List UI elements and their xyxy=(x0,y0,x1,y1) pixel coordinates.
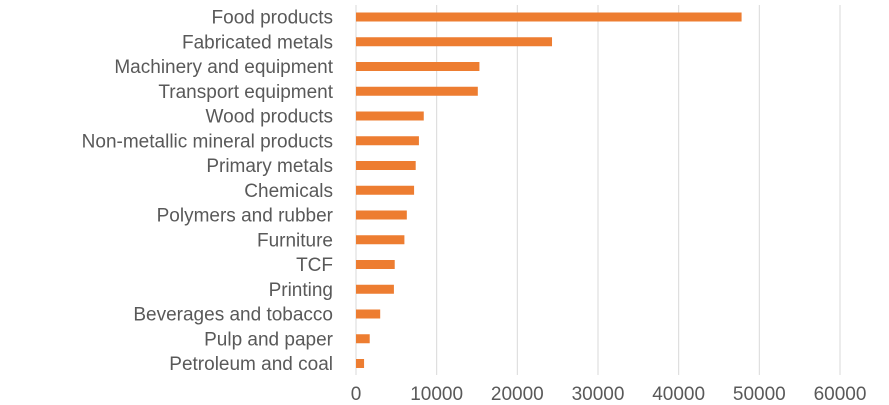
category-label: Chemicals xyxy=(244,181,333,202)
category-label: Food products xyxy=(212,8,333,29)
category-label: Transport equipment xyxy=(158,82,333,103)
bar xyxy=(356,284,394,294)
bar xyxy=(356,235,405,245)
bar xyxy=(356,136,419,146)
x-axis-tick-labels: 0 10000 20000 30000 40000 50000 60000 xyxy=(351,384,867,405)
bars xyxy=(356,12,742,368)
category-label: Printing xyxy=(269,280,333,301)
x-tick-label: 30000 xyxy=(572,384,625,405)
bar xyxy=(356,37,553,47)
bar xyxy=(356,210,407,220)
category-label: TCF xyxy=(296,255,333,276)
bar xyxy=(356,12,742,22)
bar xyxy=(356,260,395,269)
category-label: Beverages and tobacco xyxy=(133,305,333,326)
bar xyxy=(356,62,480,71)
x-tick-label: 20000 xyxy=(491,384,544,405)
bar xyxy=(356,359,365,368)
x-tick-label: 0 xyxy=(351,384,362,405)
x-tick-label: 40000 xyxy=(652,384,705,405)
gridlines xyxy=(355,5,841,375)
category-label: Pulp and paper xyxy=(204,329,334,350)
category-label: Primary metals xyxy=(206,156,333,177)
category-labels: Food products Fabricated metals Machinery … xyxy=(82,8,334,375)
category-label: Furniture xyxy=(257,230,333,251)
category-label: Petroleum and coal xyxy=(169,354,333,375)
x-tick-label: 60000 xyxy=(814,384,867,405)
x-tick-label: 50000 xyxy=(733,384,786,405)
bar xyxy=(356,334,370,344)
category-label: Non-metallic mineral products xyxy=(82,131,333,152)
bar xyxy=(356,161,416,170)
bar xyxy=(356,309,381,319)
category-label: Machinery and equipment xyxy=(114,57,333,78)
category-label: Fabricated metals xyxy=(182,32,333,53)
bar xyxy=(356,86,478,96)
bar xyxy=(356,111,424,121)
x-tick-label: 10000 xyxy=(410,384,463,405)
category-label: Polymers and rubber xyxy=(157,206,334,227)
category-label: Wood products xyxy=(206,107,333,128)
bar xyxy=(356,185,415,195)
